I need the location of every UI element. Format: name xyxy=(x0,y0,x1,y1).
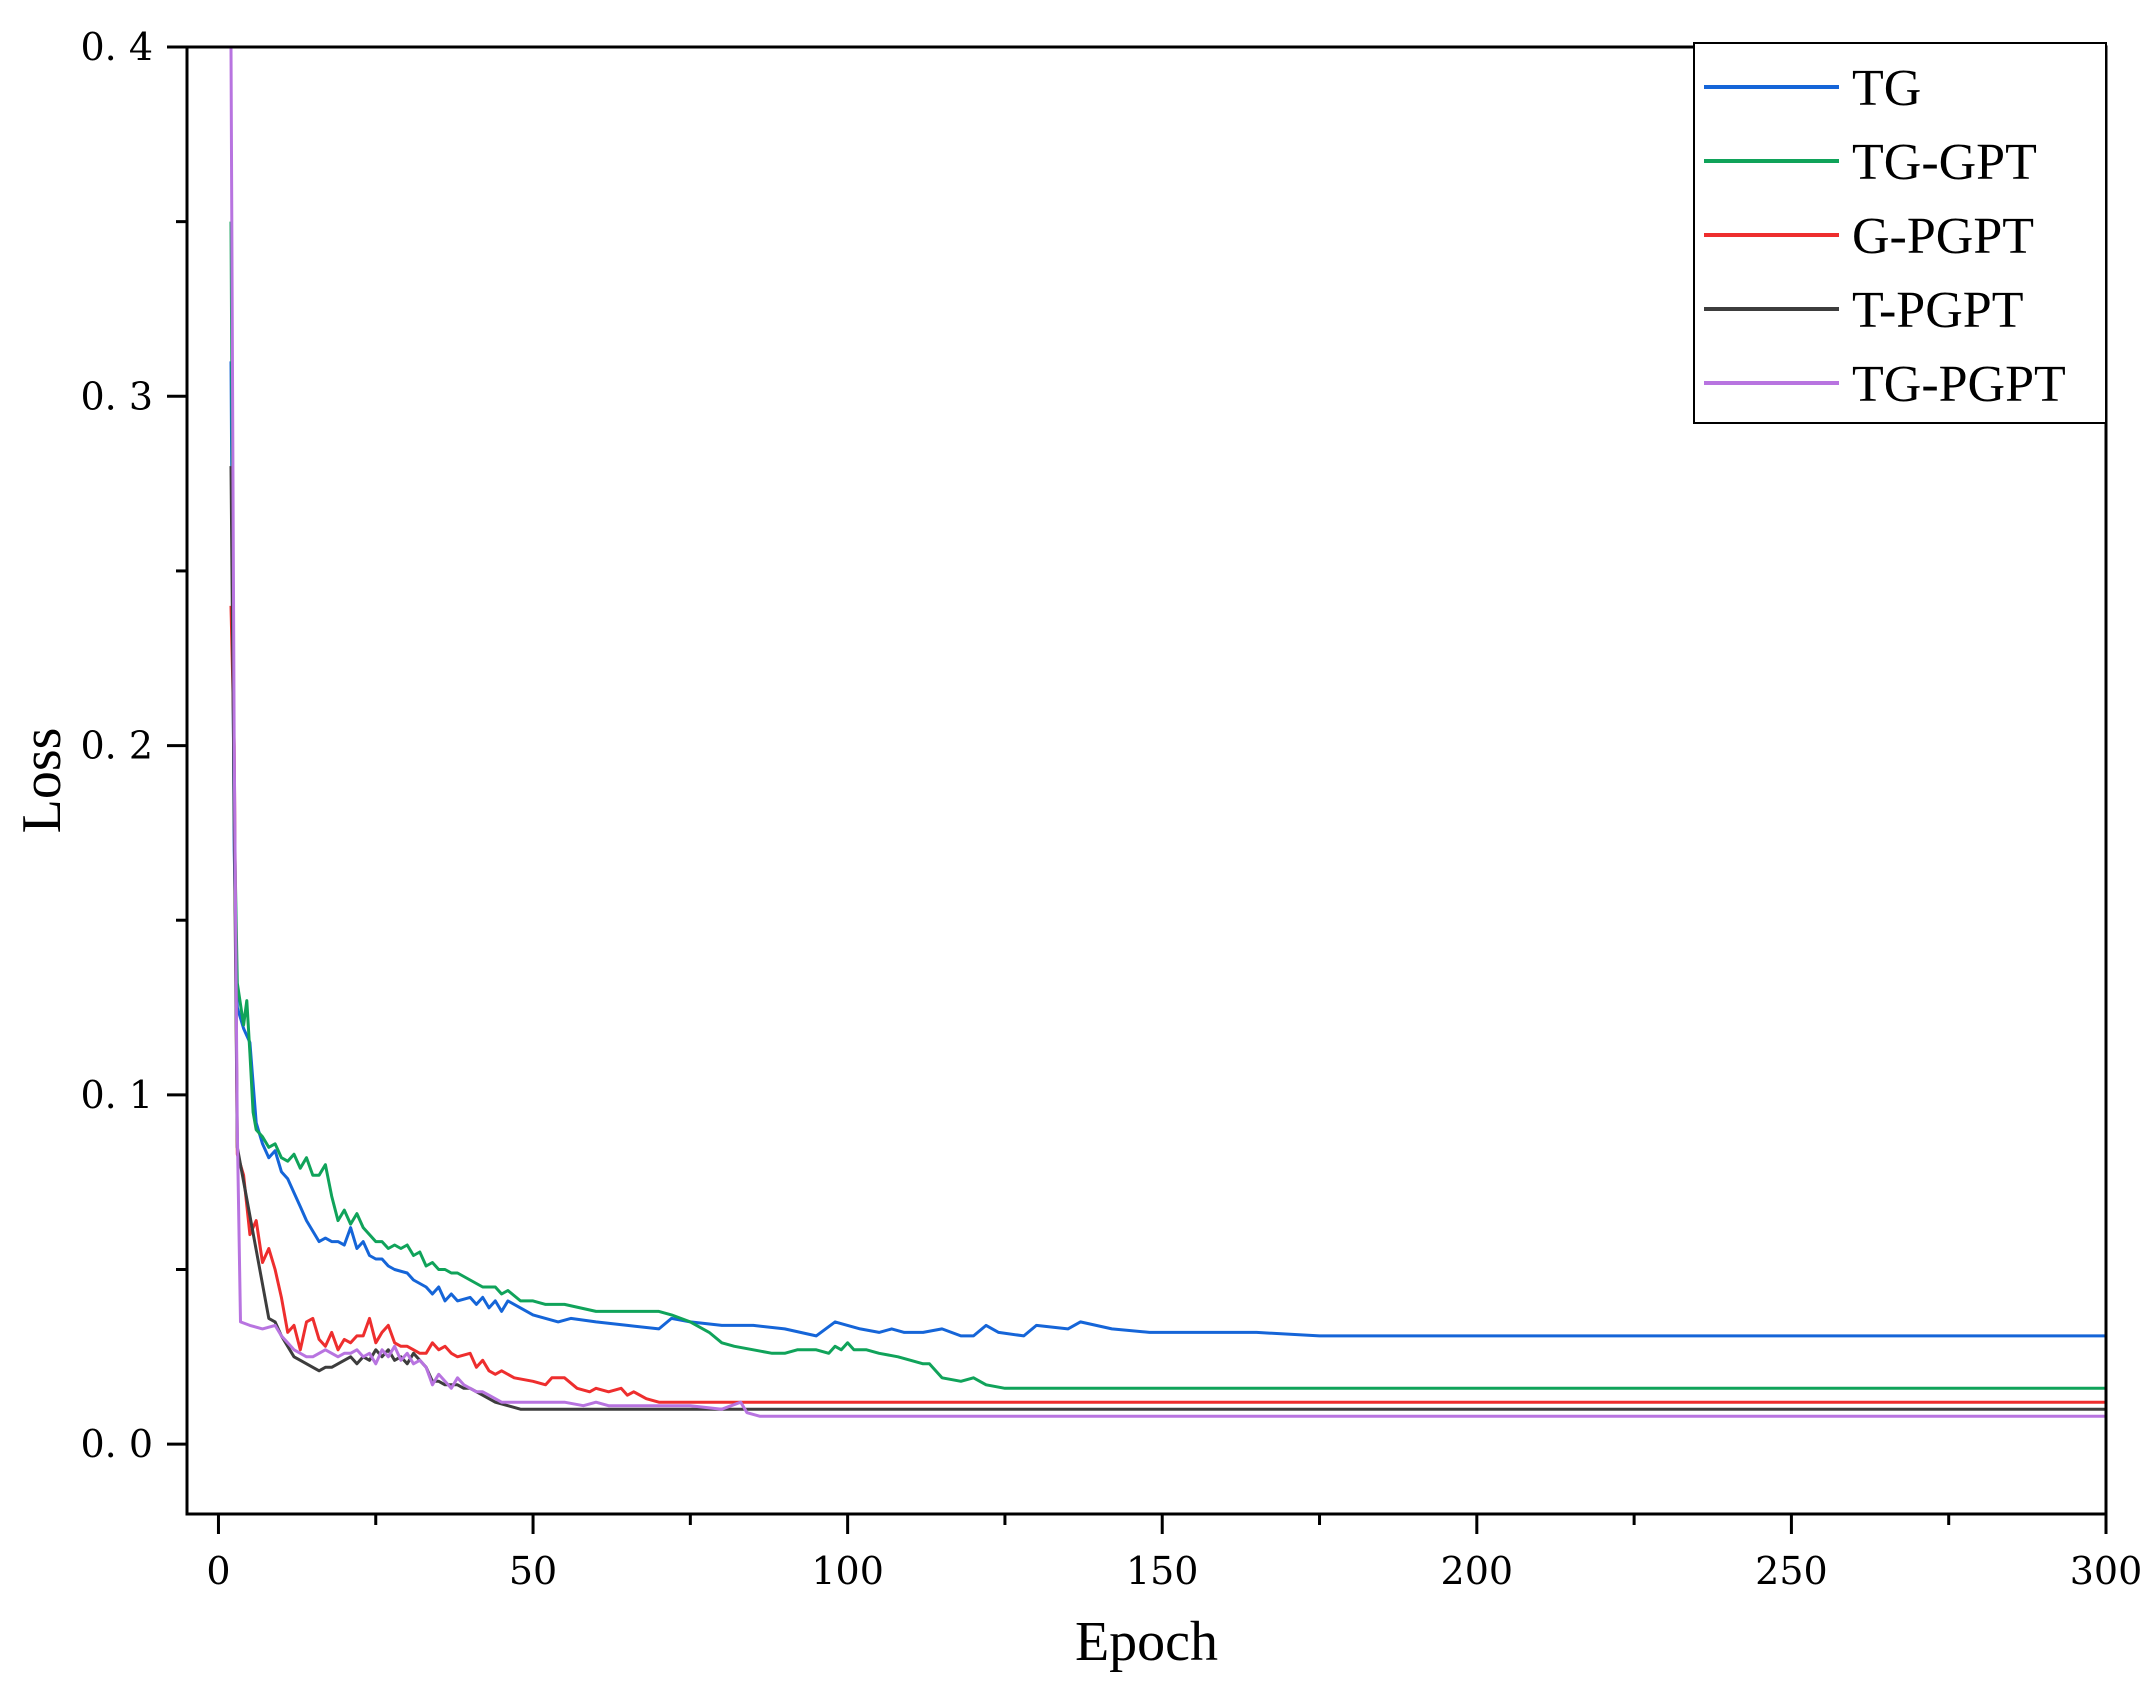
y-tick-label: 0. 0 xyxy=(80,1422,153,1466)
legend-label: TG xyxy=(1852,60,1921,117)
plot-area-frame xyxy=(185,45,2108,1516)
legend: TG TG-GPT G-PGPT T-PGPT TG-PGPT xyxy=(1693,42,2107,424)
y-axis: 0. 0 0. 1 0. 2 0. 3 0. 4 xyxy=(80,25,187,1466)
legend-label: G-PGPT xyxy=(1852,208,2034,265)
series-line-tg-gpt xyxy=(229,221,2106,1390)
series-line-tg-pgpt xyxy=(229,46,2106,1418)
x-axis: 0 50 100 150 200 250 300 xyxy=(206,1514,2142,1593)
series-line-g-pgpt xyxy=(229,605,2106,1404)
x-tick-label: 250 xyxy=(1755,1549,1828,1593)
legend-label: TG-GPT xyxy=(1852,134,2037,191)
legend-label: T-PGPT xyxy=(1852,282,2023,339)
x-tick-label: 0 xyxy=(206,1549,230,1593)
x-tick-label: 50 xyxy=(509,1549,557,1593)
series-layer xyxy=(229,46,2106,1418)
x-tick-label: 100 xyxy=(811,1549,884,1593)
legend-label: TG-PGPT xyxy=(1852,356,2066,413)
x-axis-title: Epoch xyxy=(1075,1611,1218,1673)
x-tick-label: 300 xyxy=(2070,1549,2143,1593)
y-tick-label: 0. 1 xyxy=(80,1073,153,1117)
x-tick-label: 200 xyxy=(1441,1549,1514,1593)
y-axis-title: Loss xyxy=(11,728,73,834)
y-tick-label: 0. 4 xyxy=(80,25,153,69)
y-tick-label: 0. 3 xyxy=(80,374,153,418)
x-tick-label: 150 xyxy=(1126,1549,1199,1593)
series-line-tg xyxy=(229,361,2106,1338)
y-tick-label: 0. 2 xyxy=(80,724,153,768)
